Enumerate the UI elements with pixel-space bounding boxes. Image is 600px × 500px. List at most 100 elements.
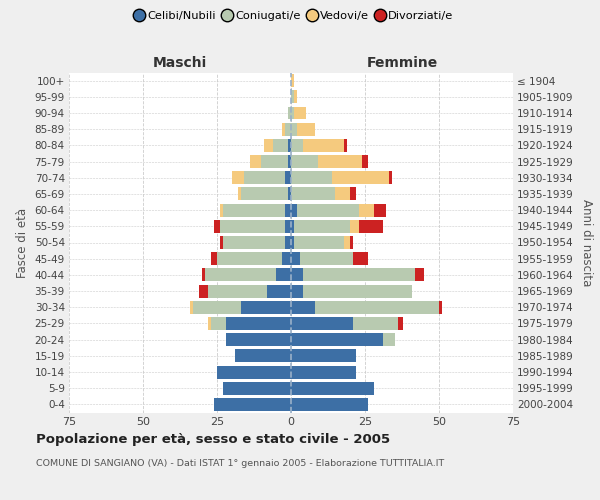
Bar <box>294 236 344 249</box>
Bar <box>211 317 226 330</box>
Bar <box>193 301 241 314</box>
Bar <box>223 236 285 249</box>
Bar <box>241 188 288 200</box>
Bar <box>241 301 291 314</box>
Bar <box>268 284 291 298</box>
Bar <box>291 172 332 184</box>
Bar <box>220 236 223 249</box>
Bar <box>285 236 291 249</box>
Bar <box>214 220 220 233</box>
Bar <box>291 106 294 120</box>
Bar <box>291 268 303 281</box>
Bar <box>344 236 350 249</box>
Bar <box>374 204 386 216</box>
Bar <box>217 252 282 265</box>
Bar <box>244 172 285 184</box>
Text: Maschi: Maschi <box>153 56 207 70</box>
Bar <box>362 155 368 168</box>
Bar <box>208 284 268 298</box>
Bar <box>208 317 211 330</box>
Bar <box>294 90 297 104</box>
Bar <box>190 301 193 314</box>
Bar <box>353 317 398 330</box>
Bar <box>276 268 291 281</box>
Bar <box>294 220 350 233</box>
Bar <box>235 350 291 362</box>
Bar <box>291 139 303 152</box>
Bar <box>232 172 244 184</box>
Bar <box>291 220 294 233</box>
Bar <box>314 301 439 314</box>
Bar <box>220 204 223 216</box>
Bar <box>297 204 359 216</box>
Bar <box>291 204 297 216</box>
Bar <box>220 220 285 233</box>
Bar <box>291 155 317 168</box>
Bar <box>265 139 273 152</box>
Bar <box>273 139 288 152</box>
Bar <box>250 155 262 168</box>
Bar <box>303 268 415 281</box>
Bar <box>303 139 344 152</box>
Text: Femmine: Femmine <box>367 56 437 70</box>
Bar <box>202 268 205 281</box>
Bar <box>291 350 356 362</box>
Bar <box>285 220 291 233</box>
Bar <box>398 317 403 330</box>
Bar <box>291 382 374 394</box>
Bar <box>389 172 392 184</box>
Bar <box>238 188 241 200</box>
Bar <box>344 139 347 152</box>
Bar <box>211 252 217 265</box>
Bar <box>223 382 291 394</box>
Bar <box>288 188 291 200</box>
Bar <box>291 74 294 87</box>
Bar <box>291 366 356 378</box>
Legend: Celibi/Nubili, Coniugati/e, Vedovi/e, Divorziati/e: Celibi/Nubili, Coniugati/e, Vedovi/e, Di… <box>130 6 458 26</box>
Bar <box>288 106 291 120</box>
Bar <box>282 252 291 265</box>
Bar <box>262 155 288 168</box>
Bar <box>353 252 368 265</box>
Bar <box>285 122 291 136</box>
Bar <box>350 188 356 200</box>
Y-axis label: Anni di nascita: Anni di nascita <box>580 199 593 286</box>
Bar <box>199 284 208 298</box>
Bar <box>300 252 353 265</box>
Bar <box>226 317 291 330</box>
Bar <box>223 204 285 216</box>
Bar <box>415 268 424 281</box>
Text: Popolazione per età, sesso e stato civile - 2005: Popolazione per età, sesso e stato civil… <box>36 432 390 446</box>
Bar <box>214 398 291 411</box>
Bar <box>291 398 368 411</box>
Bar <box>335 188 350 200</box>
Bar <box>285 172 291 184</box>
Y-axis label: Fasce di età: Fasce di età <box>16 208 29 278</box>
Bar <box>291 252 300 265</box>
Bar <box>332 172 389 184</box>
Bar <box>303 284 412 298</box>
Bar <box>350 236 353 249</box>
Bar <box>291 90 294 104</box>
Bar <box>291 122 297 136</box>
Bar <box>350 220 359 233</box>
Bar <box>291 301 314 314</box>
Bar <box>282 122 285 136</box>
Bar <box>359 204 374 216</box>
Bar <box>297 122 314 136</box>
Bar <box>285 204 291 216</box>
Text: COMUNE DI SANGIANO (VA) - Dati ISTAT 1° gennaio 2005 - Elaborazione TUTTITALIA.I: COMUNE DI SANGIANO (VA) - Dati ISTAT 1° … <box>36 459 444 468</box>
Bar <box>291 284 303 298</box>
Bar <box>439 301 442 314</box>
Bar <box>291 317 353 330</box>
Bar <box>317 155 362 168</box>
Bar <box>291 333 383 346</box>
Bar <box>226 333 291 346</box>
Bar <box>359 220 383 233</box>
Bar <box>217 366 291 378</box>
Bar <box>288 139 291 152</box>
Bar <box>383 333 395 346</box>
Bar <box>291 188 335 200</box>
Bar <box>205 268 276 281</box>
Bar <box>288 155 291 168</box>
